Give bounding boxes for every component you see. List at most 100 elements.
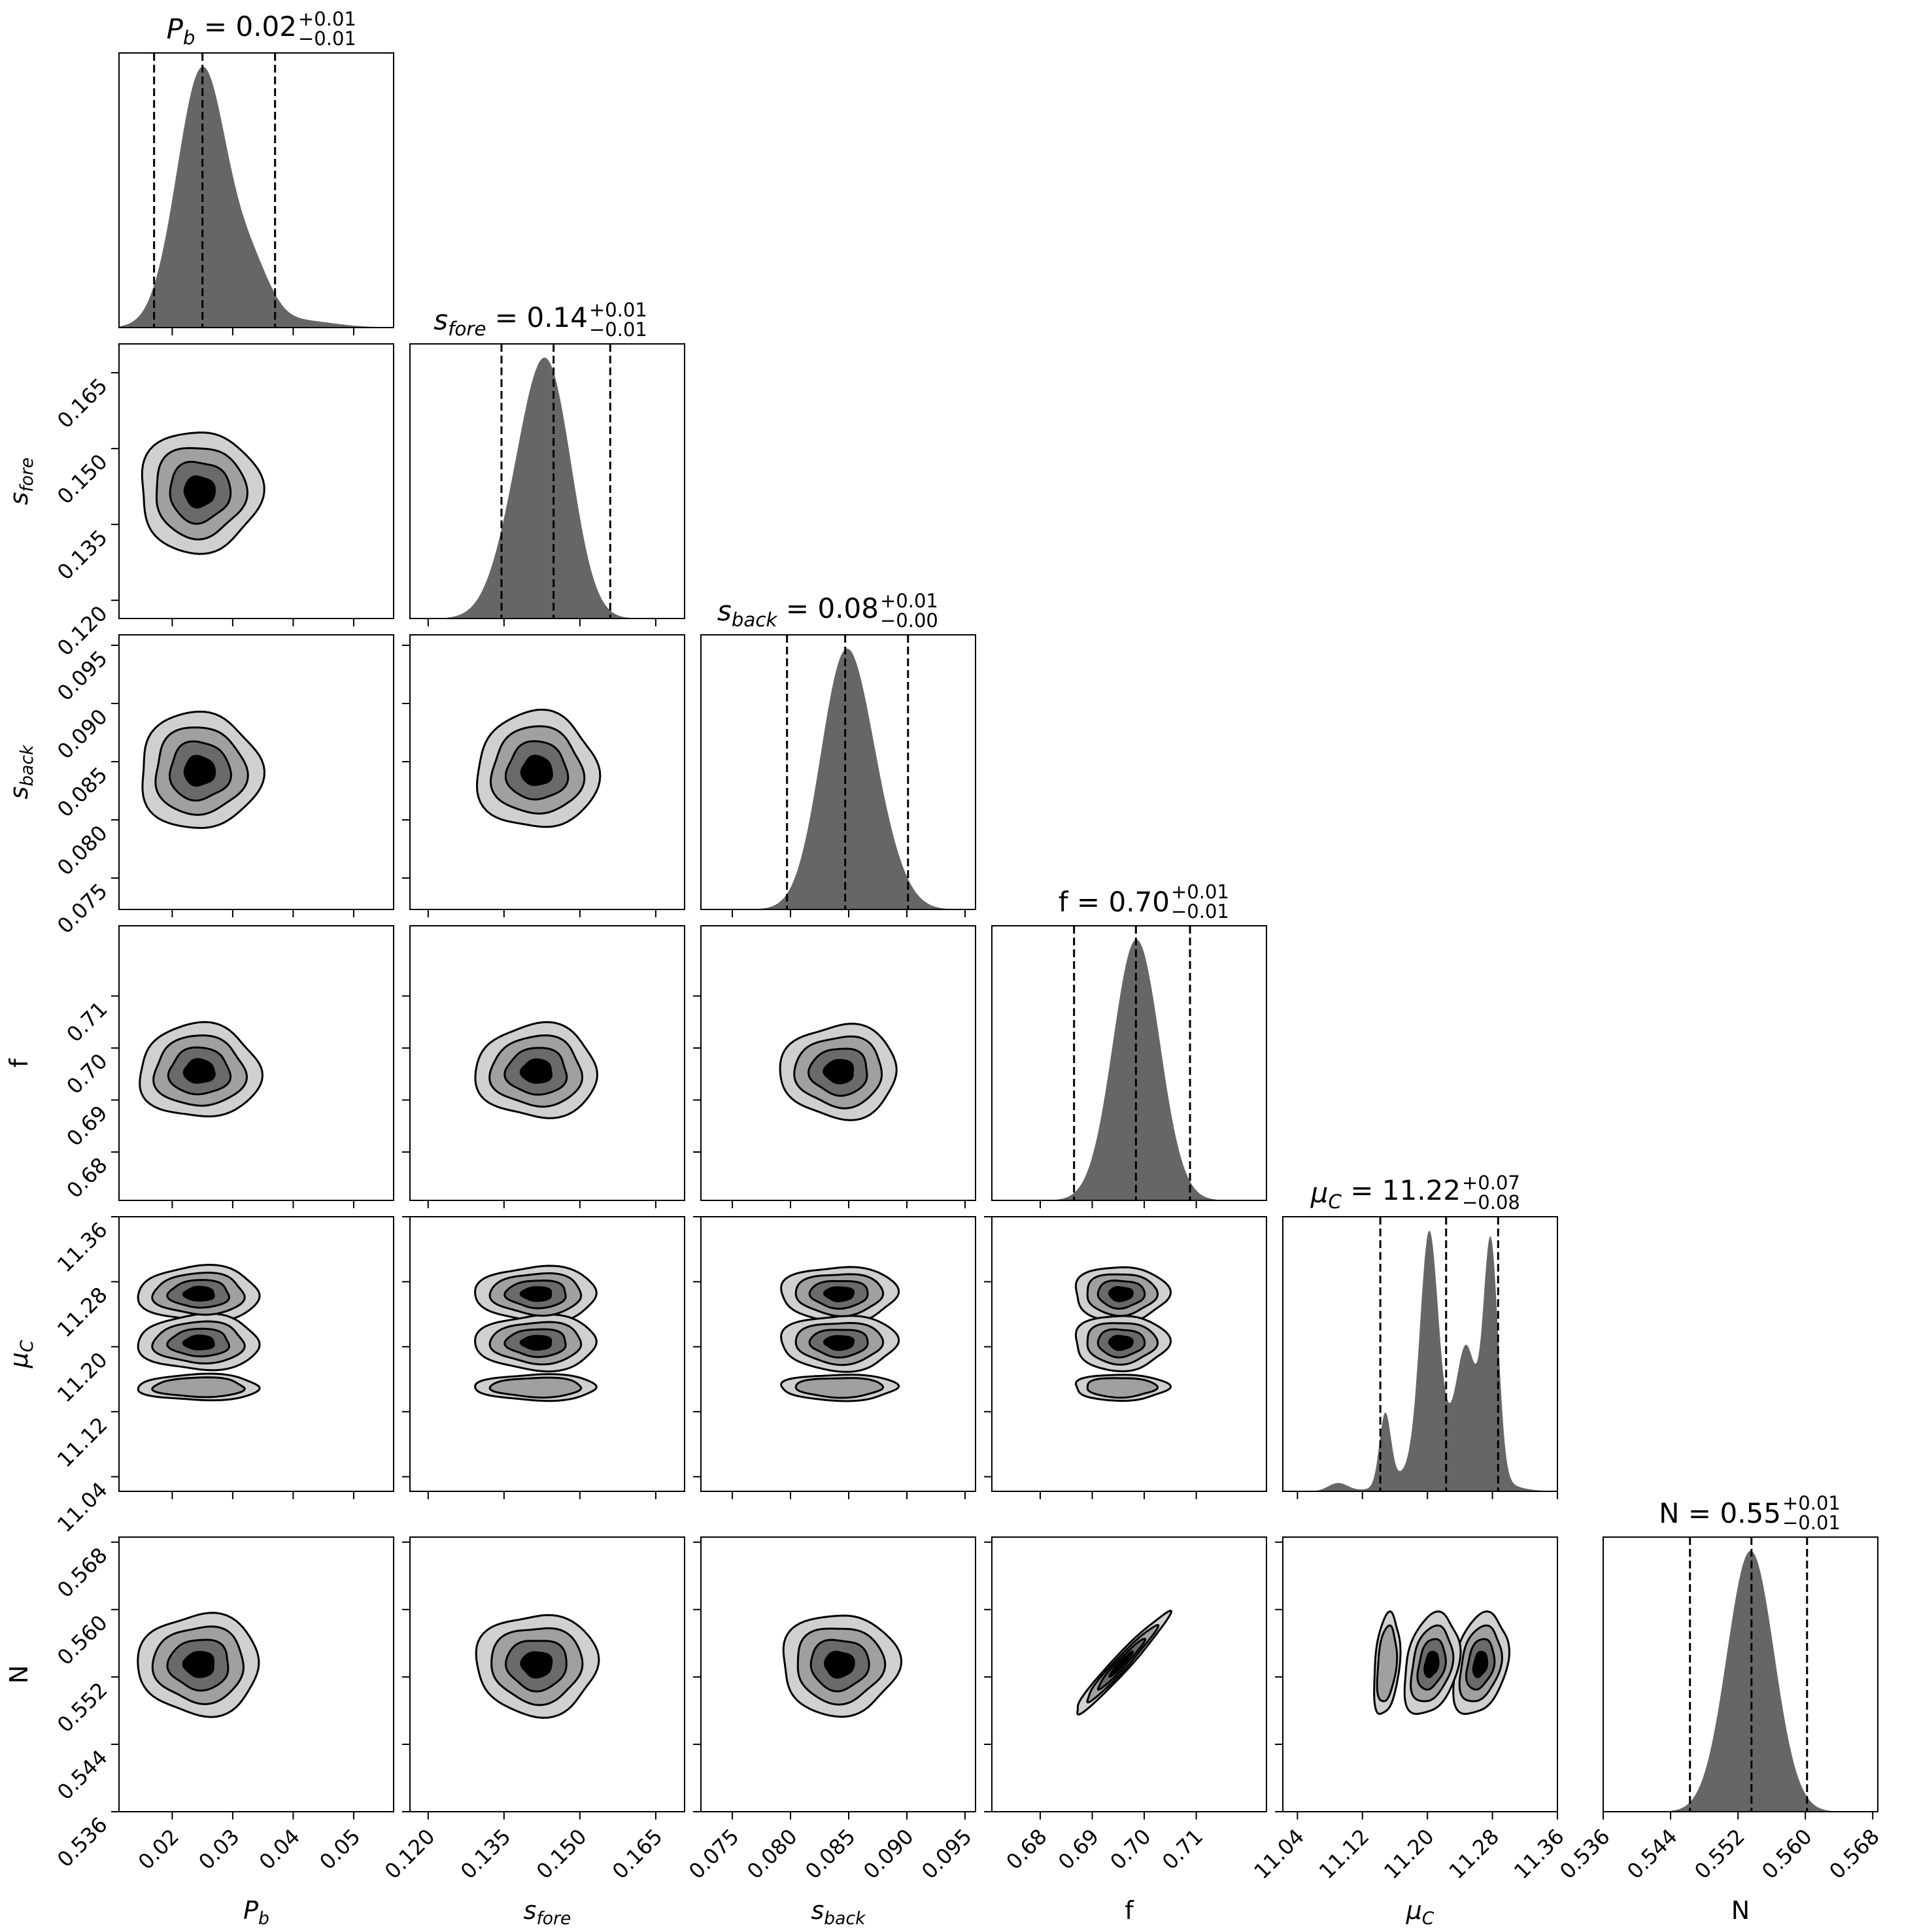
title-minus-error: −0.01: [589, 318, 647, 341]
label-subscript: b: [258, 1908, 269, 1929]
panel-title: sfore = 0.14: [433, 301, 588, 340]
y-tick-label: 0.560: [52, 1610, 112, 1670]
y-tick-label: 0.135: [52, 525, 112, 585]
y-tick-label: 0.095: [52, 646, 112, 706]
contour-level-4: [520, 754, 553, 787]
panel-frame: [700, 1216, 976, 1492]
label-subscript: b: [183, 27, 195, 49]
histogram-area: [1603, 1551, 1878, 1812]
contours: [137, 1263, 261, 1402]
contour-panel-2-3: [693, 925, 976, 1208]
panel-frame: [118, 1216, 394, 1492]
contours: [782, 1614, 903, 1718]
contours: [475, 1614, 600, 1719]
panel-frame: [991, 925, 1267, 1201]
y-tick-label: 11.12: [52, 1412, 112, 1472]
title-value: = 0.55: [1680, 1497, 1781, 1529]
contour-level-4: [519, 1334, 552, 1351]
contour-panel-0-5: 0.02 0.03 0.04 0.05 0.536 0.544 0.552 0.560 0.56…: [52, 1536, 394, 1874]
contour-panel-1-4: [402, 1216, 685, 1499]
y-tick-label: 0.70: [61, 1049, 112, 1099]
panel-frame: [700, 925, 976, 1201]
x-axis-label: f: [1125, 1896, 1134, 1925]
panel-frame: [409, 1536, 685, 1812]
y-tick-label: 0.536: [52, 1812, 112, 1873]
y-tick-label: 0.085: [52, 762, 112, 822]
y-tick-label: 11.36: [52, 1217, 112, 1278]
contour-level-4: [183, 754, 216, 787]
x-tick-label: 0.120: [380, 1824, 440, 1884]
contours: [474, 1264, 598, 1402]
panel-frame: [118, 1536, 394, 1812]
contour-level-4: [1108, 1334, 1134, 1351]
title-plus-error: +0.01: [1782, 1492, 1841, 1514]
contour-level-4: [1423, 1650, 1440, 1678]
label-subscript: back: [17, 744, 37, 787]
histogram-panel-5: N = 0.55 +0.01−0.01 0.536 0.544 0.552 0.560 0.…: [1555, 1492, 1884, 1884]
x-tick-label: 0.69: [1053, 1824, 1104, 1874]
label-symbol: μ: [1310, 1177, 1329, 1209]
histogram-area: [410, 358, 685, 619]
contour-panel-1-3: [402, 925, 685, 1208]
title-minus-error: −0.01: [298, 27, 356, 50]
x-tick-label: 0.68: [1001, 1824, 1051, 1874]
contour-level-4: [182, 1285, 215, 1302]
panel-frame: [409, 634, 685, 910]
histogram-panel-4: μC = 11.22 +0.07−0.08: [1282, 1172, 1558, 1499]
title-plus-error: +0.01: [1171, 881, 1229, 903]
contour-panel-1-5: 0.120 0.135 0.150 0.165: [380, 1536, 685, 1884]
title-minus-error: −0.01: [1782, 1512, 1841, 1534]
y-tick-label: 0.150: [52, 449, 112, 509]
x-tick-label: 0.085: [800, 1824, 860, 1884]
histogram-panel-2: sback = 0.08 +0.01−0.00: [700, 590, 976, 917]
x-tick-label: 0.71: [1157, 1824, 1208, 1874]
label-symbol: P: [243, 1896, 258, 1925]
contour-level-4: [1108, 1286, 1134, 1302]
contour-level-4: [823, 1335, 855, 1351]
panel-frame: [118, 925, 394, 1201]
x-tick-label: 11.04: [1249, 1824, 1309, 1884]
x-tick-label: 0.02: [133, 1824, 184, 1874]
contour-panel-3-4: [984, 1216, 1267, 1499]
y-tick-label: 11.28: [52, 1282, 112, 1342]
panel-frame: [409, 343, 685, 619]
y-tick-label: 0.165: [52, 373, 112, 433]
contours: [141, 710, 266, 829]
x-axis-label: Pb: [243, 1896, 269, 1929]
x-tick-label: 0.560: [1757, 1824, 1817, 1884]
panel-frame: [409, 925, 685, 1201]
label-subscript: C: [1328, 1191, 1342, 1213]
contour-panel-3-5: 0.68 0.69 0.70 0.71: [984, 1536, 1267, 1874]
label-subscript: C: [17, 1340, 37, 1352]
contour-level-4: [182, 1651, 215, 1678]
contours: [1076, 1609, 1173, 1716]
panel-frame: [409, 1216, 685, 1492]
contour-panel-1-2: [402, 634, 685, 917]
title-plus-error: +0.01: [298, 8, 356, 30]
panel-frame: [700, 1536, 976, 1812]
panel-frame: [991, 1216, 1267, 1492]
contour-panel-0-3: 0.680.690.700.71: [61, 925, 394, 1208]
x-tick-label: 0.075: [684, 1824, 744, 1884]
label-symbol: N: [5, 1665, 33, 1684]
y-tick-label: 0.544: [52, 1745, 112, 1805]
x-tick-label: 0.135: [456, 1824, 516, 1884]
panel-frame: [118, 343, 394, 619]
label-symbol: s: [524, 1896, 537, 1925]
label-symbol: μ: [1406, 1896, 1422, 1925]
y-tick-label: 11.04: [52, 1477, 112, 1537]
label-symbol: μ: [5, 1352, 33, 1368]
contours: [779, 1023, 898, 1121]
y-axis-label: f: [5, 1058, 33, 1068]
title-value: = 11.22: [1342, 1174, 1461, 1206]
y-tick-label: 0.090: [52, 704, 112, 764]
title-value: = 0.02: [195, 10, 297, 42]
x-tick-label: 11.28: [1444, 1824, 1504, 1884]
title-plus-error: +0.01: [589, 299, 647, 321]
histogram-area: [701, 649, 976, 909]
contour-level-4: [183, 475, 216, 509]
x-tick-label: 0.095: [917, 1824, 977, 1884]
label-symbol: s: [5, 787, 33, 800]
title-value: = 0.14: [486, 301, 588, 333]
